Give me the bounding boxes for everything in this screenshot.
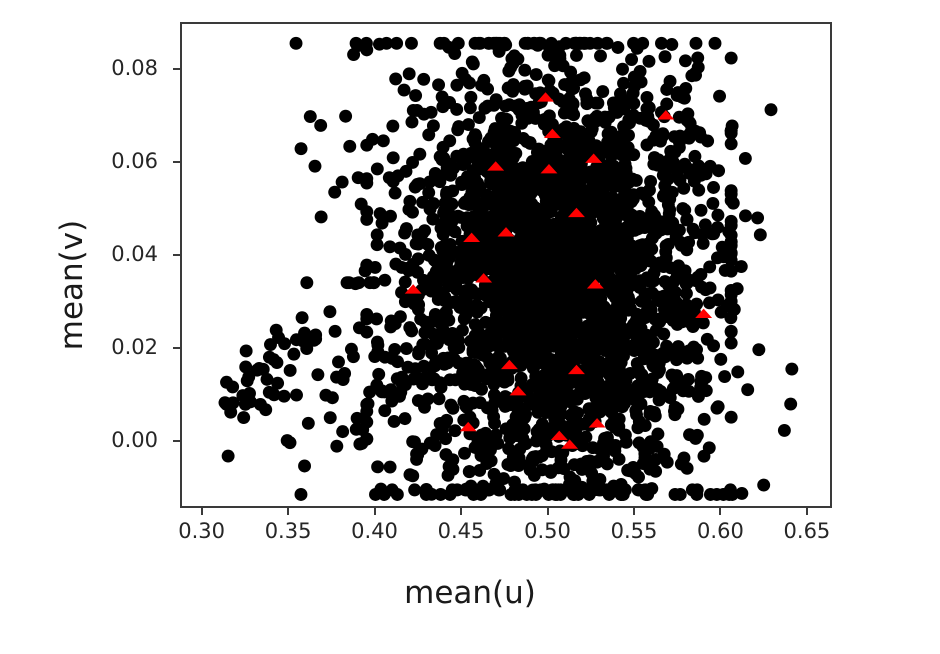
x-tick-label: 0.50 <box>524 519 571 543</box>
plot-area <box>180 22 832 508</box>
selected-point-marker <box>404 284 422 294</box>
x-tick-mark <box>200 508 203 515</box>
selected-point-marker <box>543 128 561 138</box>
x-tick-label: 0.55 <box>610 519 658 543</box>
x-tick-label: 0.60 <box>697 519 744 543</box>
y-tick-label: 0.08 <box>111 56 158 81</box>
y-tick-mark <box>173 68 180 71</box>
scatter-points-selected <box>404 92 713 449</box>
x-tick-mark <box>805 508 808 515</box>
x-tick-mark <box>719 508 722 515</box>
selected-point-marker <box>657 110 675 120</box>
selected-point-marker <box>585 153 603 163</box>
x-tick-mark <box>287 508 290 515</box>
x-tick-mark <box>632 508 635 515</box>
x-tick-label: 0.35 <box>264 519 312 543</box>
y-tick-mark <box>173 346 180 349</box>
y-tick-mark <box>173 254 180 257</box>
selected-point-marker <box>487 161 505 171</box>
selected-point-marker <box>509 385 527 396</box>
y-tick-label: 0.04 <box>111 242 158 267</box>
x-tick-label: 0.30 <box>178 519 225 543</box>
selected-point-marker <box>475 273 493 283</box>
selected-point-marker <box>588 418 606 428</box>
selected-point-marker <box>550 430 568 440</box>
y-tick-label: 0.02 <box>111 334 158 359</box>
scatter-plot-svg <box>218 36 799 501</box>
x-tick-label: 0.65 <box>783 519 831 543</box>
selected-point-marker <box>537 92 554 102</box>
y-axis-label: mean(v) <box>54 219 90 351</box>
selected-point-marker <box>500 359 518 370</box>
x-tick-label: 0.40 <box>351 519 398 543</box>
selected-point-marker <box>568 364 585 375</box>
scatter-points-population <box>218 36 799 501</box>
y-tick-mark <box>173 161 180 164</box>
y-tick-label: 0.06 <box>111 149 158 174</box>
x-tick-mark <box>460 508 463 515</box>
x-tick-label: 0.45 <box>437 519 485 543</box>
selected-point-marker <box>463 232 481 243</box>
selected-point-marker <box>540 164 558 174</box>
x-tick-mark <box>373 508 376 515</box>
x-tick-mark <box>546 508 549 515</box>
selected-point-marker <box>568 207 585 218</box>
selected-point-marker <box>497 227 515 237</box>
y-tick-label: 0.00 <box>111 427 158 452</box>
selected-point-marker <box>586 279 604 289</box>
selected-point-marker <box>459 421 477 432</box>
x-axis-label: mean(u) <box>404 575 536 611</box>
selected-point-marker <box>695 308 713 318</box>
y-tick-mark <box>173 439 180 442</box>
selected-point-marker <box>561 439 579 449</box>
